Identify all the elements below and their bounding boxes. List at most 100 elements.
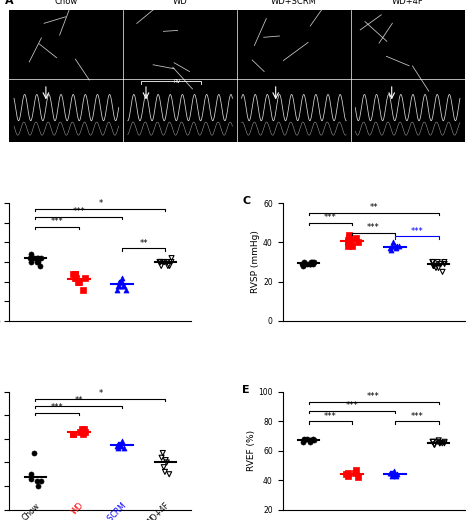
Point xyxy=(441,260,448,268)
Point xyxy=(387,469,395,477)
Point xyxy=(299,262,307,270)
Point xyxy=(27,258,35,266)
Point xyxy=(35,482,42,490)
Point xyxy=(352,235,360,243)
Point xyxy=(30,254,37,262)
Point xyxy=(310,436,318,445)
Point xyxy=(310,258,318,266)
Point xyxy=(436,260,444,268)
Point xyxy=(163,458,171,466)
Point xyxy=(114,442,121,450)
Point xyxy=(27,250,35,258)
Point xyxy=(389,469,396,477)
Point xyxy=(432,264,440,272)
Point xyxy=(303,435,310,443)
Point xyxy=(389,242,396,251)
Point xyxy=(310,260,317,268)
Text: WD+SCRM: WD+SCRM xyxy=(271,0,317,6)
Point xyxy=(114,281,122,290)
Point xyxy=(439,268,447,276)
Text: WD+4F: WD+4F xyxy=(145,501,172,520)
Point xyxy=(159,258,167,266)
Point xyxy=(391,467,398,475)
Point xyxy=(300,436,308,445)
Point xyxy=(165,470,173,478)
Text: C: C xyxy=(243,196,251,206)
Text: **: ** xyxy=(74,396,83,405)
Text: RV: RV xyxy=(173,79,181,84)
Point xyxy=(303,260,310,268)
Point xyxy=(117,278,124,286)
Point xyxy=(390,238,397,246)
Point xyxy=(71,270,79,278)
Point xyxy=(429,258,437,266)
Point xyxy=(156,258,164,266)
Point xyxy=(163,258,171,266)
Point xyxy=(75,278,83,286)
Point xyxy=(428,258,436,266)
Point xyxy=(395,242,403,251)
Point xyxy=(69,430,77,438)
Point xyxy=(299,260,306,268)
Text: WD+SCRM: WD+SCRM xyxy=(92,501,128,520)
Point xyxy=(69,270,76,278)
Y-axis label: RVSP (mmHg): RVSP (mmHg) xyxy=(251,230,260,293)
Text: ***: *** xyxy=(324,213,337,222)
Point xyxy=(344,472,352,480)
Text: ***: *** xyxy=(410,412,423,421)
Point xyxy=(27,470,35,478)
Point xyxy=(26,254,34,262)
Point xyxy=(430,262,438,270)
Point xyxy=(33,477,41,486)
Point xyxy=(429,438,437,446)
Point xyxy=(114,444,122,452)
Point xyxy=(164,262,172,270)
Point xyxy=(73,274,80,282)
Point xyxy=(306,438,314,446)
Text: WD: WD xyxy=(173,0,188,6)
Point xyxy=(119,281,127,290)
Point xyxy=(300,258,308,266)
Point xyxy=(81,274,89,282)
Text: A: A xyxy=(5,0,14,6)
Point xyxy=(300,260,308,268)
Point xyxy=(299,438,307,446)
Point xyxy=(440,439,448,447)
Point xyxy=(437,260,445,268)
Point xyxy=(37,254,45,262)
Point xyxy=(344,242,352,251)
Point xyxy=(440,258,448,266)
Text: ***: *** xyxy=(410,227,423,236)
Point xyxy=(71,274,79,282)
Point xyxy=(122,285,130,294)
Text: ***: *** xyxy=(73,207,85,216)
Point xyxy=(306,260,314,268)
Point xyxy=(115,439,122,448)
Point xyxy=(30,449,37,457)
Text: ***: *** xyxy=(51,404,64,412)
Point xyxy=(392,244,400,252)
Point xyxy=(118,442,125,450)
Text: ***: *** xyxy=(324,412,337,421)
Point xyxy=(161,467,169,476)
Point xyxy=(116,281,123,290)
Point xyxy=(435,264,442,272)
Point xyxy=(392,472,399,480)
Point xyxy=(159,449,166,457)
Point xyxy=(71,270,79,278)
Point xyxy=(76,427,84,436)
Point xyxy=(35,258,42,266)
Point xyxy=(300,435,308,443)
Point xyxy=(429,438,437,446)
Point xyxy=(342,470,349,478)
Point xyxy=(387,244,394,252)
Text: E: E xyxy=(243,385,250,395)
Point xyxy=(74,278,82,286)
Point xyxy=(156,258,164,266)
Point xyxy=(161,258,169,266)
Point xyxy=(156,258,164,266)
Point xyxy=(393,242,401,251)
Point xyxy=(160,463,167,471)
Point xyxy=(157,262,165,270)
Point xyxy=(429,258,437,266)
